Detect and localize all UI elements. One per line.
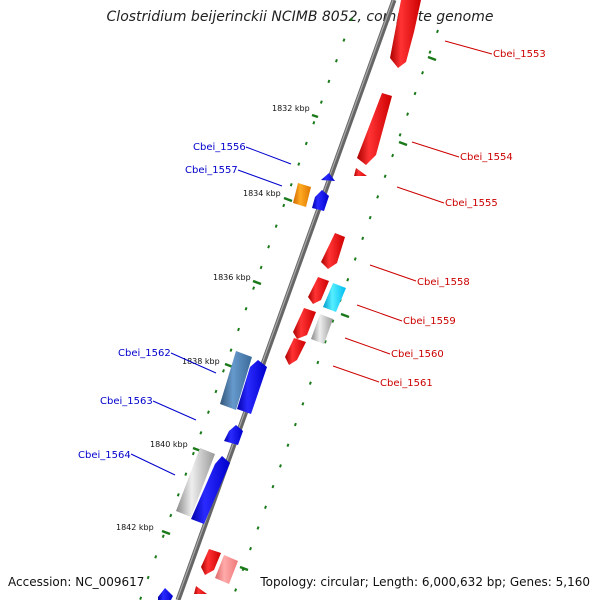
scale-label-1838: 1838 kbp [182,357,220,366]
label-cbei-1557: Cbei_1557 [185,165,238,176]
genome-summary-text: Topology: circular; Length: 6,000,632 bp… [260,575,590,589]
gene-cbei-1556 [321,173,335,181]
gene-cbei-1558b [308,277,329,304]
label-cbei-1559: Cbei_1559 [403,316,456,327]
label-cbei-1555: Cbei_1555 [445,198,498,209]
scale-labels: 1832 kbp 1834 kbp 1836 kbp 1838 kbp 1840… [116,104,310,532]
label-cbei-1560: Cbei_1560 [391,349,444,360]
scale-label-1832: 1832 kbp [272,104,310,113]
label-cbei-1554: Cbei_1554 [460,152,513,163]
label-cbei-1563: Cbei_1563 [100,396,153,407]
scale-label-1834: 1834 kbp [243,189,281,198]
scale-label-1836: 1836 kbp [213,273,251,282]
gene-cbei-1557b [312,190,329,211]
scale-label-1840: 1840 kbp [150,440,188,449]
gene-lower-3 [194,586,207,594]
gene-cbei-1563 [224,425,243,445]
gene-cbei-1560b [311,314,333,344]
reverse-genes [158,173,335,600]
label-cbei-1564: Cbei_1564 [78,450,131,461]
gene-lower-4 [158,588,173,600]
gene-cbei-1553 [390,0,421,68]
leader-lines-forward [332,40,493,383]
label-cbei-1558: Cbei_1558 [417,277,470,288]
tick-track-right [231,29,439,600]
gene-cbei-1561 [285,338,306,365]
gene-cbei-1560a [293,308,316,339]
label-cbei-1556: Cbei_1556 [193,142,246,153]
gene-lower-1 [201,549,221,575]
accession-text: Accession: NC_009617 [8,575,145,589]
forward-genes [194,0,421,594]
tick-track-left [139,17,353,600]
gene-labels-forward: Cbei_1553 Cbei_1554 Cbei_1555 Cbei_1558 … [380,49,546,389]
gene-cbei-1559 [323,283,346,312]
gene-cbei-1562a [220,351,252,410]
label-cbei-1561: Cbei_1561 [380,378,433,389]
gene-labels-reverse: Cbei_1556 Cbei_1557 Cbei_1562 Cbei_1563 … [78,142,246,461]
gene-cbei-1557a [293,183,311,207]
scale-label-1842: 1842 kbp [116,523,154,532]
gene-cbei-1564b [191,456,230,524]
gene-cbei-1562b [237,360,267,414]
gene-lower-2 [215,555,238,584]
label-cbei-1562: Cbei_1562 [118,348,171,359]
gene-cbei-1554 [357,93,392,165]
gene-cbei-1558 [321,233,345,269]
gene-cbei-1555 [354,168,367,176]
label-cbei-1553: Cbei_1553 [493,49,546,60]
genome-title: Clostridium beijerinckii NCIMB 8052, com… [106,9,494,25]
leader-lines-reverse [130,146,292,476]
gene-cbei-1564a [176,448,215,517]
